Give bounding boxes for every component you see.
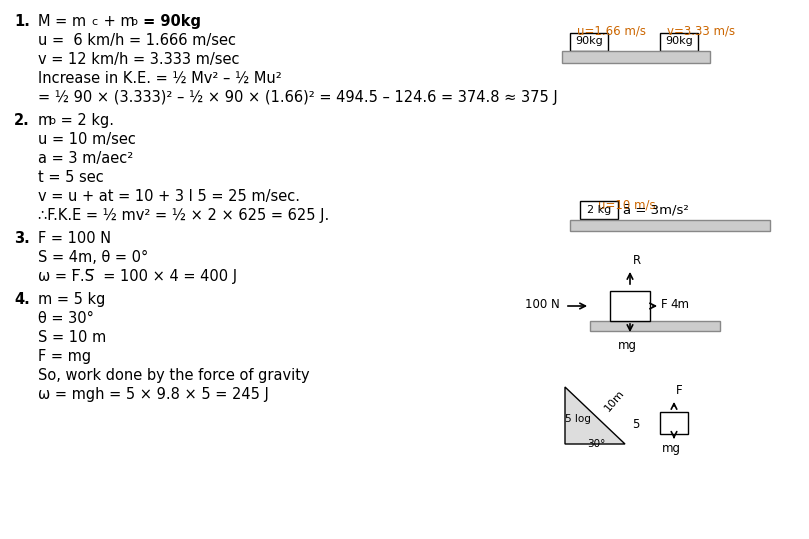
Text: R: R — [633, 254, 641, 267]
Bar — [660, 412, 688, 434]
Bar — [660, 33, 698, 51]
Text: 2 kg: 2 kg — [587, 205, 611, 215]
Text: ∴F.K.E = ½ mv² = ½ × 2 × 625 = 625 J.: ∴F.K.E = ½ mv² = ½ × 2 × 625 = 625 J. — [38, 208, 329, 223]
Text: F: F — [676, 384, 683, 397]
Text: v = 12 km/h = 3.333 m/sec: v = 12 km/h = 3.333 m/sec — [38, 52, 239, 67]
Text: 10m: 10m — [603, 388, 627, 414]
Text: 100 N: 100 N — [525, 298, 560, 310]
Text: ω = F̅.S̅  = 100 × 4 = 400 J: ω = F̅.S̅ = 100 × 4 = 400 J — [38, 269, 237, 284]
Text: mg: mg — [662, 442, 680, 455]
Text: So, work done by the force of gravity: So, work done by the force of gravity — [38, 368, 310, 383]
Polygon shape — [565, 387, 625, 444]
Text: 90kg: 90kg — [575, 36, 603, 46]
Text: Increase in K.E. = ½ Mv² – ½ Mu²: Increase in K.E. = ½ Mv² – ½ Mu² — [38, 71, 282, 86]
Text: c: c — [91, 17, 97, 27]
Text: a = 3 m/aec²: a = 3 m/aec² — [38, 151, 133, 166]
Text: 4.: 4. — [14, 292, 30, 307]
Text: v = u + at = 10 + 3 I 5 = 25 m/sec.: v = u + at = 10 + 3 I 5 = 25 m/sec. — [38, 189, 300, 204]
Text: M = m: M = m — [38, 14, 86, 29]
Text: 90kg: 90kg — [665, 36, 693, 46]
Text: v=3.33 m/s: v=3.33 m/s — [667, 24, 735, 37]
Text: u =  6 km/h = 1.666 m/sec: u = 6 km/h = 1.666 m/sec — [38, 33, 236, 48]
Text: ā = 3m/s²: ā = 3m/s² — [623, 204, 688, 217]
Text: 5: 5 — [632, 418, 639, 431]
Bar — [610, 291, 650, 321]
Text: u=10 m/s: u=10 m/s — [598, 199, 655, 212]
Text: F = mg: F = mg — [38, 349, 91, 364]
Text: 3.: 3. — [14, 231, 30, 246]
Text: 5 log: 5 log — [565, 414, 591, 424]
Text: b: b — [49, 116, 56, 126]
Bar — [590, 321, 720, 331]
Text: u = 10 m/sec: u = 10 m/sec — [38, 132, 136, 147]
Bar — [580, 201, 618, 219]
Text: F: F — [661, 298, 667, 310]
Text: + m: + m — [99, 14, 134, 29]
Text: m = 5 kg: m = 5 kg — [38, 292, 105, 307]
Text: ω = mgh = 5 × 9.8 × 5 = 245 J: ω = mgh = 5 × 9.8 × 5 = 245 J — [38, 387, 269, 402]
Text: mg: mg — [617, 339, 637, 352]
Text: S = 10 m: S = 10 m — [38, 330, 106, 345]
Text: = 2 kg.: = 2 kg. — [56, 113, 114, 128]
Text: 4m: 4m — [670, 299, 689, 312]
Text: S = 4m, θ = 0°: S = 4m, θ = 0° — [38, 250, 148, 265]
Text: t = 5 sec: t = 5 sec — [38, 170, 104, 185]
Text: = 90kg: = 90kg — [138, 14, 201, 29]
Text: = ½ 90 × (3.333)² – ½ × 90 × (1.66)² = 494.5 – 124.6 = 374.8 ≈ 375 J: = ½ 90 × (3.333)² – ½ × 90 × (1.66)² = 4… — [38, 90, 557, 105]
Bar — [570, 33, 608, 51]
Bar — [562, 51, 710, 63]
Bar — [570, 220, 770, 231]
Text: F = 100 N: F = 100 N — [38, 231, 111, 246]
Text: u=1.66 m/s: u=1.66 m/s — [577, 24, 646, 37]
Text: m: m — [38, 113, 53, 128]
Text: b: b — [131, 17, 138, 27]
Text: 1.: 1. — [14, 14, 30, 29]
Text: θ = 30°: θ = 30° — [38, 311, 94, 326]
Text: 30°: 30° — [587, 439, 605, 449]
Text: 2.: 2. — [14, 113, 30, 128]
